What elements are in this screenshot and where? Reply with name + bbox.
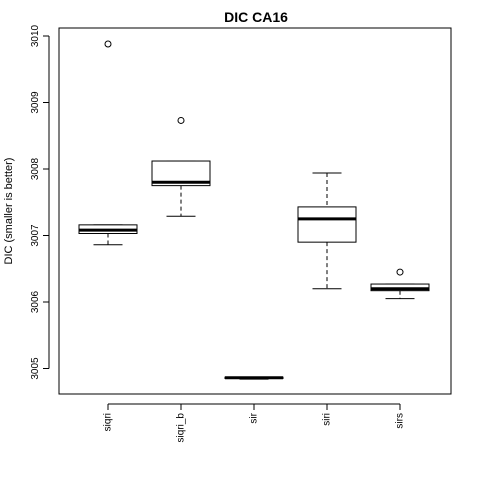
y-axis: 3005 3006 3007 3008 3009 3010	[30, 24, 50, 380]
outlier-point	[177, 116, 185, 124]
box-sir	[224, 376, 284, 380]
x-tick-label: sirs	[395, 413, 406, 429]
y-axis-title: DIC (smaller is better)	[3, 158, 15, 265]
box-siqri_b	[151, 116, 211, 217]
x-tick-label: siqri	[103, 413, 114, 431]
y-tick-label: 3008	[30, 157, 41, 180]
y-tick-label: 3009	[30, 91, 41, 114]
outlier-point	[396, 268, 404, 276]
y-tick-label: 3005	[30, 357, 41, 380]
x-axis: siqri siqri_b sir siri sirs	[103, 403, 406, 443]
outlier-point	[104, 40, 112, 48]
x-tick-label: sir	[249, 412, 260, 423]
box-siri	[297, 172, 357, 290]
box-sirs	[370, 268, 430, 300]
chart-title: DIC CA16	[224, 9, 288, 25]
y-tick-label: 3010	[30, 24, 41, 47]
box-siqri	[78, 40, 138, 246]
y-tick-label: 3006	[30, 290, 41, 313]
y-tick-label: 3007	[30, 224, 41, 247]
x-tick-label: siri	[322, 413, 333, 426]
plot-frame	[58, 27, 452, 395]
box-iqr	[297, 206, 357, 243]
boxes-layer	[78, 40, 430, 380]
x-tick-label: siqri_b	[176, 413, 187, 443]
